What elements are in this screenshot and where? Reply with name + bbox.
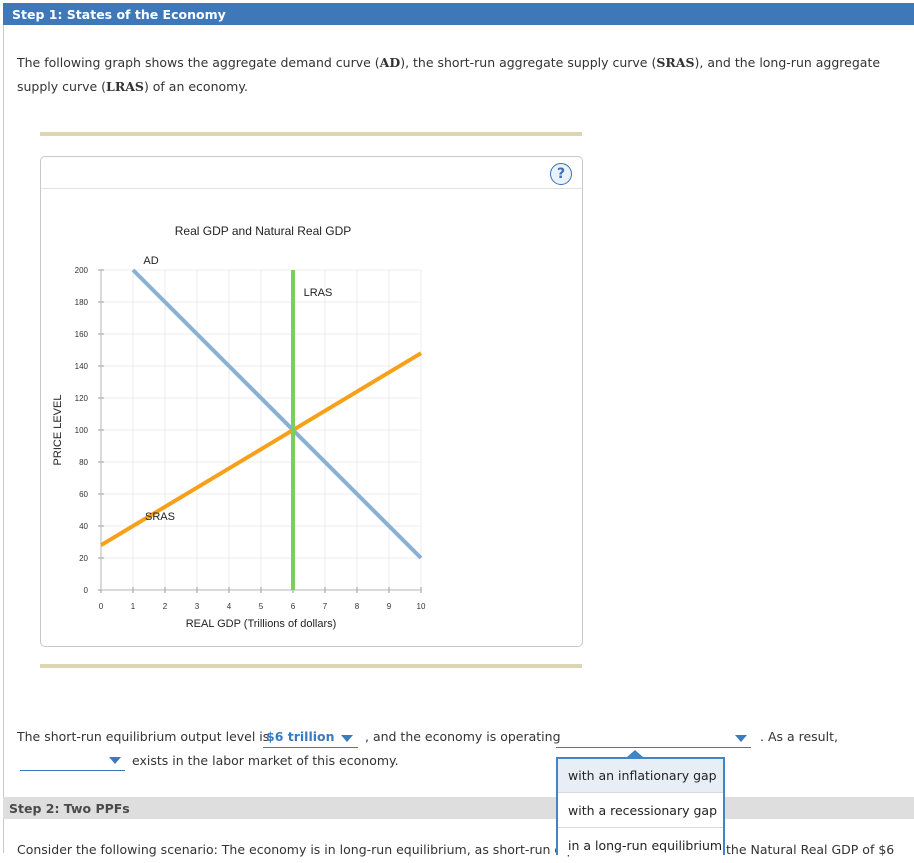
intro-text-1: The following graph shows the aggregate … [17,55,380,70]
intro-ad-term: AD [379,55,401,70]
scenario-text-left: Consider the following scenario: The eco… [17,842,571,857]
step1-header: Step 1: States of the Economy [3,3,914,25]
output-level-dropdown[interactable]: $6 trillion [263,729,358,748]
chevron-down-icon [341,735,353,742]
chevron-down-icon [735,735,747,742]
help-button[interactable]: ? [550,163,572,185]
menu-option-inflationary-gap[interactable]: with an inflationary gap [558,759,723,793]
graph-toolbar: ? [41,157,582,189]
intro-text-3: ), and the long-run aggregate supply cur… [17,55,881,94]
question-frame [3,3,914,853]
intro-text-4: ) of an economy. [143,79,248,94]
graph-panel: ? [40,156,583,647]
intro-lras-term: LRAS [106,79,144,94]
question-text-3: . As a result, [760,729,838,744]
question-text-2: , and the economy is operating [365,729,561,744]
question-text-4: exists in the labor market of this econo… [132,753,399,768]
menu-option-long-run-equilibrium[interactable]: in a long-run equilibrium [568,838,723,853]
graph-bottom-divider [40,664,582,668]
step1-title: Step 1: States of the Economy [12,7,226,22]
chevron-down-icon [109,757,121,764]
labor-market-dropdown[interactable] [20,752,125,771]
question-text-1: The short-run equilibrium output level i… [17,729,270,744]
intro-paragraph: The following graph shows the aggregate … [17,51,907,99]
step2-header-right [723,797,914,819]
output-level-value: $6 trillion [266,729,335,744]
menu-option-recessionary-gap[interactable]: with a recessionary gap [558,794,723,828]
graph-top-divider [40,132,582,136]
step2-title: Step 2: Two PPFs [9,801,130,816]
economy-state-dropdown[interactable] [556,729,751,748]
step2-header [3,797,556,819]
intro-text-2: ), the short-run aggregate supply curve … [400,55,657,70]
dropdown-menu-pointer [627,750,643,757]
scenario-text-right: the Natural Real GDP of $6 [726,842,895,857]
intro-sras-term: SRAS [656,55,695,70]
economy-state-menu: with an inflationary gap with a recessio… [556,757,725,855]
